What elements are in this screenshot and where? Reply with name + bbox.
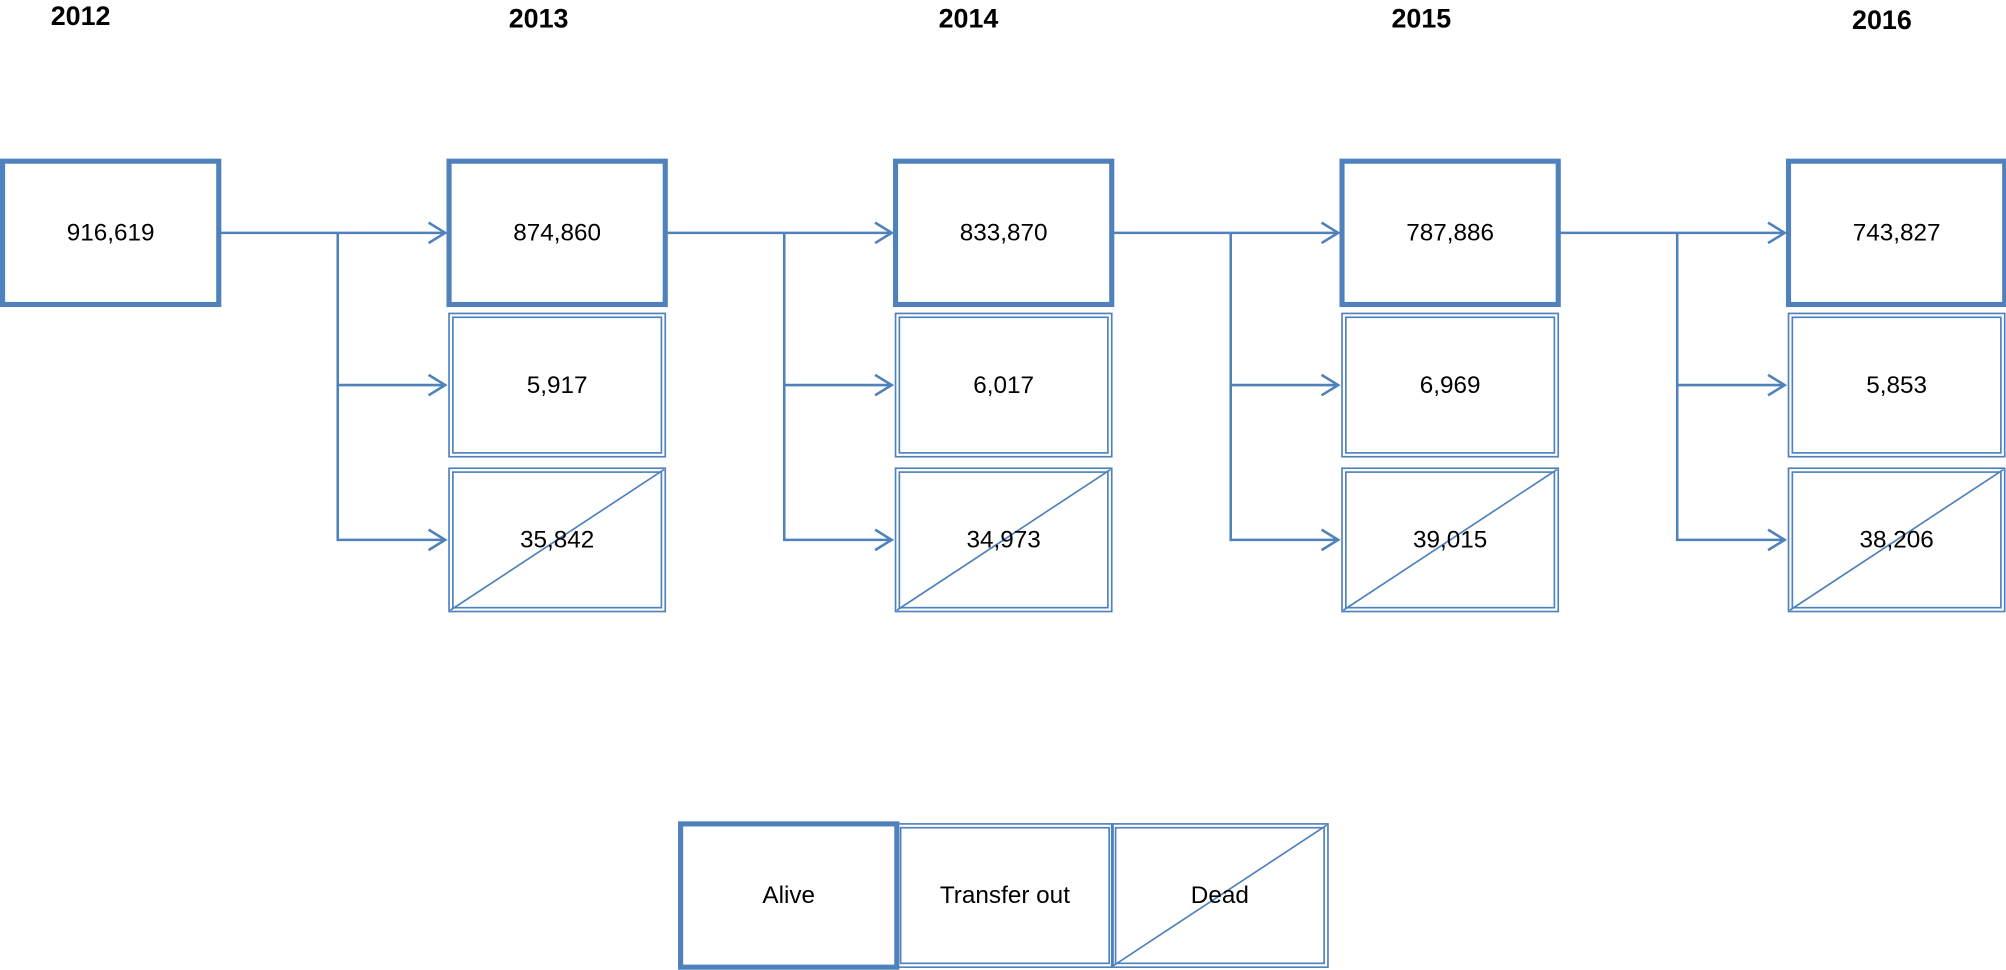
box-value: Dead: [1191, 882, 1249, 909]
box-value: 35,842: [520, 527, 594, 554]
box-diagonal: [896, 468, 1111, 611]
box-value: 6,017: [973, 372, 1034, 399]
box-value: 833,870: [960, 220, 1048, 247]
year-label: 2014: [939, 4, 999, 34]
arrow-head: [427, 221, 448, 245]
year-label: 2013: [509, 4, 569, 34]
box-border-inner: [452, 316, 663, 454]
box-value: 874,860: [513, 220, 601, 247]
arrow-head: [1320, 221, 1341, 245]
box-value: 6,969: [1420, 372, 1481, 399]
alive-box: 916,619: [0, 158, 222, 308]
arrow-head: [874, 373, 895, 397]
box-border-inner: [1114, 826, 1325, 965]
arrow-head: [1767, 221, 1788, 245]
box-border-inner: [898, 471, 1109, 609]
box-border-inner: [1791, 471, 2002, 609]
box-border-inner: [899, 826, 1111, 965]
box-value: 39,015: [1413, 527, 1487, 554]
box-border-inner: [452, 471, 663, 609]
arrow-head: [874, 221, 895, 245]
box-border-inner: [1791, 316, 2002, 454]
year-label: 2016: [1852, 5, 1912, 35]
arrow-head: [427, 373, 448, 397]
box-value: 743,827: [1853, 220, 1941, 247]
arrow-head: [1767, 528, 1788, 552]
transfer_out-box: Transfer out: [895, 823, 1114, 969]
box-value: 38,206: [1859, 527, 1933, 554]
box-border-outer: [895, 823, 1114, 969]
box-value: 916,619: [67, 220, 155, 247]
arrow-head: [1320, 528, 1341, 552]
box-border-outer: [1341, 312, 1560, 458]
box-diagonal: [449, 468, 665, 611]
box-border-inner: [1345, 316, 1556, 454]
transfer_out-box: 5,853: [1787, 312, 2006, 458]
box-border-outer: [894, 312, 1113, 458]
box-border-inner: [1345, 471, 1556, 609]
box-value: Transfer out: [940, 882, 1070, 909]
box-border-outer: [1110, 823, 1329, 969]
box-border-outer: [1787, 312, 2006, 458]
dead-box: 35,842: [448, 467, 667, 613]
year-label: 2015: [1391, 4, 1451, 34]
alive-box: Alive: [678, 821, 900, 970]
dead-box: 34,973: [894, 467, 1113, 613]
box-value: Alive: [762, 882, 815, 909]
dead-box: 39,015: [1341, 467, 1560, 613]
arrow-head: [1320, 373, 1341, 397]
box-diagonal: [1342, 468, 1558, 611]
box-value: 34,973: [966, 527, 1040, 554]
alive-box: 833,870: [892, 158, 1115, 308]
box-value: 787,886: [1406, 220, 1494, 247]
box-border-outer: [1787, 467, 2006, 613]
box-border-outer: [894, 467, 1113, 613]
box-value: 5,917: [527, 372, 588, 399]
arrow-head: [427, 528, 448, 552]
transfer_out-box: 6,969: [1341, 312, 1560, 458]
arrow-head: [874, 528, 895, 552]
alive-box: 874,860: [446, 158, 668, 308]
transfer_out-box: 5,917: [448, 312, 667, 458]
box-value: 5,853: [1866, 372, 1927, 399]
box-border-outer: [1341, 467, 1560, 613]
alive-box: 787,886: [1339, 158, 1561, 308]
box-diagonal: [1789, 468, 2004, 611]
box-border-inner: [898, 316, 1109, 454]
box-border: [1785, 158, 2006, 308]
dead-box: Dead: [1110, 823, 1329, 969]
transfer_out-box: 6,017: [894, 312, 1113, 458]
arrow-head: [1767, 373, 1788, 397]
year-label: 2012: [51, 1, 111, 31]
box-border-outer: [448, 467, 667, 613]
dead-box: 38,206: [1787, 467, 2006, 613]
box-diagonal: [1112, 824, 1328, 967]
alive-box: 743,827: [1785, 158, 2006, 308]
box-border-outer: [448, 312, 667, 458]
